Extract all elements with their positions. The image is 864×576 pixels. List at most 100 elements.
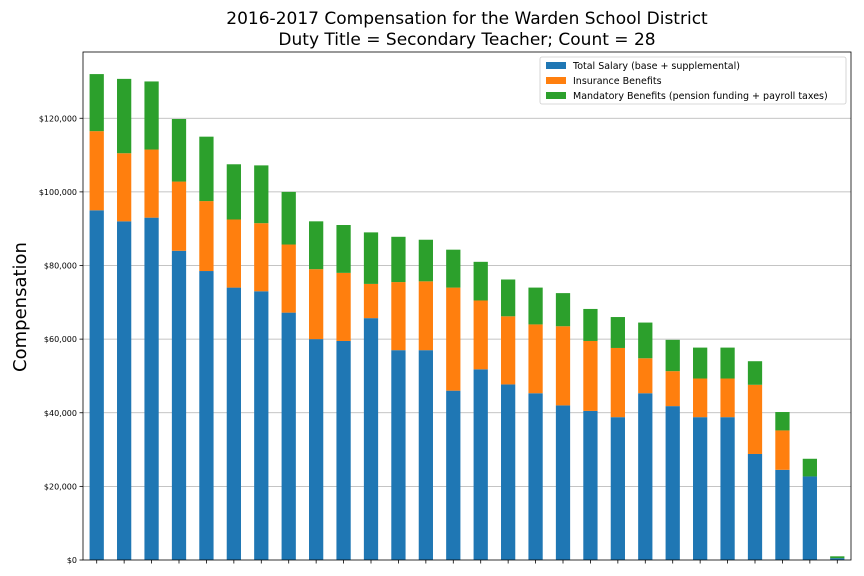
bar-mandatory-7 <box>254 165 269 224</box>
bar-insurance-7 <box>254 223 269 292</box>
bar-insurance-25 <box>747 384 763 454</box>
axes: $0 $20,000 $40,000 $60,000 $80,000 $100,000 $1… <box>39 51 852 565</box>
bar-salary-17 <box>528 393 543 560</box>
bar-mandatory-26 <box>775 412 790 431</box>
bar-mandatory-16 <box>501 279 516 317</box>
bar-mandatory-23 <box>693 347 708 379</box>
bar-mandatory-9 <box>309 221 324 270</box>
legend-label-mandatory: Mandatory Benefits (pension funding + pa… <box>573 91 828 102</box>
bar-salary-7 <box>254 291 269 560</box>
legend: Total Salary (base + supplemental) Insura… <box>539 56 847 105</box>
bar-mandatory-5 <box>199 136 214 202</box>
bar-salary-27 <box>802 476 817 560</box>
bar-mandatory-14 <box>446 249 461 288</box>
legend-swatch-insurance <box>546 77 566 84</box>
bar-mandatory-1 <box>89 74 104 132</box>
bar-insurance-26 <box>775 430 790 470</box>
bar-insurance-23 <box>693 378 708 418</box>
legend-box <box>539 56 847 105</box>
bar-salary-18 <box>555 405 571 560</box>
bar-salary-24 <box>720 417 735 560</box>
bar-mandatory-21 <box>638 322 653 359</box>
bar-mandatory-28 <box>830 556 845 559</box>
bar-salary-6 <box>226 287 241 560</box>
bars <box>89 74 845 561</box>
bar-salary-21 <box>638 393 653 560</box>
bar-salary-4 <box>171 250 187 561</box>
bar-insurance-2 <box>117 153 132 222</box>
bar-salary-14 <box>446 390 461 560</box>
bar-salary-20 <box>610 417 625 560</box>
bar-insurance-8 <box>281 244 296 313</box>
bar-insurance-19 <box>583 340 598 411</box>
bar-mandatory-4 <box>171 118 187 182</box>
bar-insurance-21 <box>638 358 653 394</box>
bar-mandatory-20 <box>610 317 625 348</box>
bar-salary-9 <box>309 339 324 560</box>
bar-mandatory-19 <box>583 308 598 341</box>
bar-insurance-13 <box>418 281 433 351</box>
y-axis-label: Compensation <box>10 242 31 372</box>
bar-mandatory-8 <box>281 191 296 245</box>
bar-mandatory-3 <box>144 81 159 150</box>
bar-mandatory-10 <box>336 225 351 273</box>
bar-salary-11 <box>363 318 379 560</box>
bar-insurance-18 <box>555 326 571 406</box>
bar-insurance-1 <box>89 131 104 211</box>
bar-mandatory-13 <box>418 239 433 282</box>
bar-salary-5 <box>199 271 214 560</box>
bar-insurance-4 <box>171 181 187 251</box>
bar-salary-28 <box>830 558 845 560</box>
bar-salary-2 <box>117 221 132 561</box>
bar-salary-19 <box>583 410 598 560</box>
bar-mandatory-24 <box>720 347 735 379</box>
bar-insurance-22 <box>665 371 680 407</box>
legend-swatch-salary <box>546 62 566 69</box>
bar-salary-13 <box>418 350 433 560</box>
y-tick-label-3: $60,000 <box>44 335 77 344</box>
bar-insurance-3 <box>144 149 159 218</box>
bar-salary-10 <box>336 340 351 560</box>
bar-mandatory-27 <box>802 458 817 477</box>
bar-salary-15 <box>473 369 488 560</box>
bar-insurance-9 <box>309 269 324 340</box>
bar-salary-1 <box>89 210 104 560</box>
bar-mandatory-11 <box>363 232 379 284</box>
bar-mandatory-22 <box>665 339 680 372</box>
bar-insurance-17 <box>528 324 543 394</box>
legend-swatch-mandatory <box>546 92 566 99</box>
y-tick-label-1: $20,000 <box>44 482 77 491</box>
bar-insurance-24 <box>720 378 735 418</box>
y-tick-label-5: $100,000 <box>39 188 77 197</box>
bar-salary-23 <box>693 417 708 560</box>
bar-salary-26 <box>775 469 790 560</box>
bar-insurance-16 <box>501 316 516 385</box>
bar-salary-16 <box>501 384 516 560</box>
bar-mandatory-2 <box>117 78 132 154</box>
plot-frame <box>82 51 852 561</box>
chart-title-line-2: Duty Title = Secondary Teacher; Count = … <box>278 30 655 50</box>
bar-insurance-11 <box>363 283 379 319</box>
bar-salary-12 <box>391 350 406 560</box>
bar-insurance-6 <box>226 219 241 288</box>
bar-mandatory-25 <box>747 361 763 385</box>
y-tick-label-6: $120,000 <box>39 114 77 123</box>
bar-insurance-10 <box>336 272 351 341</box>
legend-label-insurance: Insurance Benefits <box>573 76 662 87</box>
bar-mandatory-17 <box>528 287 543 325</box>
bar-mandatory-6 <box>226 164 241 220</box>
bar-salary-8 <box>281 312 296 560</box>
bar-insurance-14 <box>446 287 461 391</box>
bar-mandatory-15 <box>473 261 488 301</box>
y-tick-label-0: $0 <box>67 556 77 565</box>
bar-salary-3 <box>144 217 159 561</box>
bar-salary-25 <box>747 453 763 560</box>
gridlines <box>83 117 851 487</box>
bar-insurance-15 <box>473 300 488 370</box>
bar-mandatory-18 <box>555 293 571 327</box>
bar-insurance-20 <box>610 347 625 418</box>
bar-salary-22 <box>665 406 680 560</box>
chart-title-line-1: 2016-2017 Compensation for the Warden Sc… <box>226 9 708 29</box>
y-tick-label-2: $40,000 <box>44 409 77 418</box>
